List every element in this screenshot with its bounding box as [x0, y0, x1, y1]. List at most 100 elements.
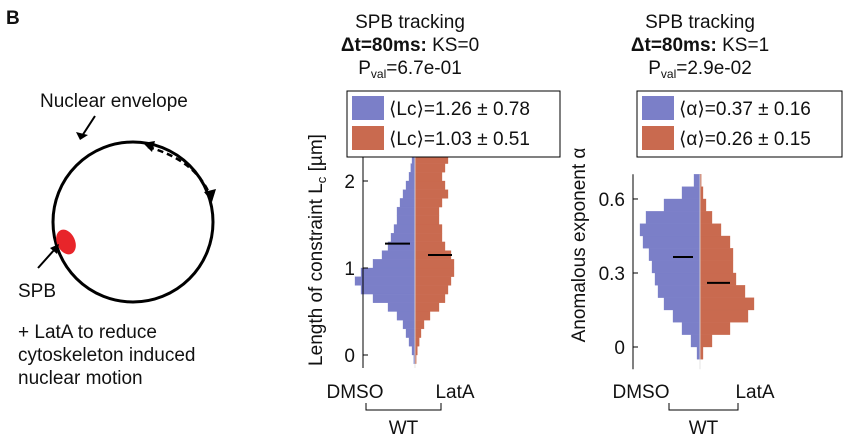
- violin-bin: [393, 224, 416, 234]
- violin-bin: [657, 285, 701, 298]
- violin-bin: [699, 322, 731, 335]
- legend-label: ⟨α⟩=0.37 ± 0.16: [679, 99, 811, 120]
- violin-bin: [396, 311, 416, 321]
- spb: [56, 229, 76, 255]
- violin-bin: [414, 285, 449, 295]
- y-axis-label: Length of constraint Lc [µm]: [306, 134, 329, 366]
- legend-swatch: [642, 96, 674, 120]
- violin-bin: [699, 223, 722, 237]
- p-value-text: =2.9e-02: [676, 58, 752, 79]
- violin-bin: [414, 163, 446, 173]
- p-sub: val: [371, 67, 386, 81]
- y-tick-label: 0.3: [599, 264, 625, 285]
- x-tick-label: LatA: [435, 382, 474, 403]
- note: + LatA to reduce: [18, 322, 157, 343]
- motion-arrow: [147, 145, 212, 196]
- violin-bin: [411, 346, 416, 356]
- violin-bin: [360, 285, 416, 295]
- arrow: [37, 248, 56, 269]
- y-tick-label: 0: [614, 338, 625, 359]
- envelope-label: Nuclear envelope: [40, 91, 188, 112]
- nucleus: [51, 140, 215, 304]
- x-tick-label: DMSO: [327, 382, 384, 403]
- p-value: Pval=2.9e-02: [648, 58, 752, 81]
- note: nuclear motion: [18, 368, 143, 389]
- violin-bin: [639, 223, 701, 237]
- p-value-text: =6.7e-01: [386, 58, 462, 79]
- violin-bin: [405, 180, 416, 190]
- violin-bin: [693, 174, 701, 187]
- violin-bin: [672, 309, 701, 323]
- y-tick-label: 0.6: [599, 190, 625, 211]
- arrow-head: [50, 244, 59, 254]
- y-label-part: c: [314, 176, 329, 183]
- violin-bin: [372, 259, 416, 269]
- violin-bin: [690, 334, 701, 348]
- p-sub: val: [661, 67, 676, 81]
- violin-bin: [681, 186, 701, 200]
- violin-bin: [410, 163, 416, 173]
- chart-title: SPB tracking: [355, 12, 465, 33]
- violin-bin: [414, 241, 446, 251]
- violin-bin: [699, 346, 704, 360]
- arrow-head: [143, 141, 155, 152]
- group-bracket: [365, 403, 442, 411]
- violin-bin: [402, 189, 416, 199]
- note: cytoskeleton induced: [18, 345, 195, 366]
- violin-bin: [663, 297, 701, 311]
- violin-bin: [699, 285, 746, 298]
- violin-bin: [399, 198, 416, 208]
- y-tick-label: 2: [344, 172, 355, 193]
- violin-bin: [414, 302, 440, 312]
- violin-bin: [654, 272, 701, 286]
- y-label-part: Anomalous exponent α: [569, 148, 590, 343]
- y-axis-label: Anomalous exponent α: [569, 148, 590, 343]
- violin-bin: [699, 309, 749, 323]
- violin-bin: [414, 172, 443, 182]
- violin-bin: [381, 250, 416, 260]
- arrow: [81, 115, 96, 137]
- x-tick-label: LatA: [735, 382, 774, 403]
- legend-swatch: [352, 96, 384, 120]
- violin-bin: [645, 211, 701, 224]
- subtitle: KS=0: [427, 35, 479, 56]
- chart-subtitle: Δt=80ms: KS=0: [341, 35, 479, 56]
- violin-bin: [699, 186, 704, 200]
- subtitle: KS=1: [717, 35, 769, 56]
- violin-bin: [390, 233, 416, 243]
- violin-bin: [651, 260, 701, 274]
- group-label: WT: [689, 418, 719, 439]
- violin-bin: [414, 337, 420, 347]
- violin-bin: [699, 260, 734, 274]
- violin-bin: [414, 233, 443, 243]
- violin-bin: [414, 206, 440, 216]
- violin-bin: [372, 293, 416, 303]
- violin-bin: [699, 211, 713, 224]
- legend-swatch: [352, 126, 384, 150]
- violin-bin: [414, 180, 446, 190]
- violin-bin: [681, 322, 701, 335]
- legend-label: ⟨Lc⟩=1.26 ± 0.78: [389, 99, 530, 120]
- violin-bin: [663, 198, 701, 212]
- violin-bin: [414, 293, 446, 303]
- x-tick-label: DMSO: [613, 382, 670, 403]
- p-label: P: [358, 58, 371, 79]
- legend-label: ⟨α⟩=0.26 ± 0.15: [679, 129, 811, 150]
- violin-bin: [696, 346, 701, 360]
- y-label-part: Length of constraint L: [306, 183, 327, 366]
- violin-bin: [648, 248, 701, 261]
- spb-label: SPB: [18, 281, 56, 302]
- violin-bin: [414, 198, 443, 208]
- violin-bin: [396, 206, 416, 216]
- violin-bin: [360, 267, 416, 277]
- violin-bin: [414, 276, 452, 286]
- violin-bin: [408, 172, 416, 182]
- violin-bin: [642, 235, 701, 249]
- violin-bin: [396, 215, 416, 225]
- y-tick-label: 0: [344, 346, 355, 367]
- y-label-part: [µm]: [306, 134, 327, 177]
- violin-bin: [699, 248, 734, 261]
